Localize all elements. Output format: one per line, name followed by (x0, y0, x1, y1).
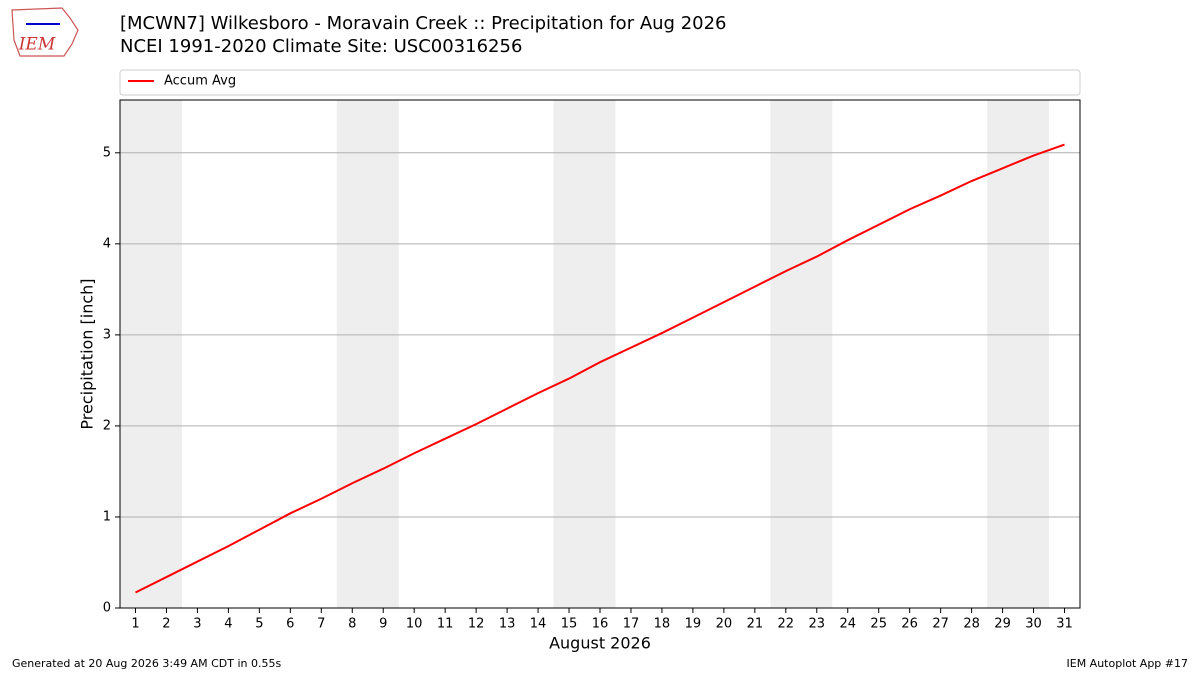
x-tick-label: 22 (778, 617, 795, 632)
chart-subtitle: NCEI 1991-2020 Climate Site: USC00316256 (120, 36, 522, 57)
x-tick-label: 15 (561, 617, 578, 632)
legend-label: Accum Avg (164, 74, 236, 89)
x-tick-label: 31 (1056, 617, 1073, 632)
footer-left: Generated at 20 Aug 2026 3:49 AM CDT in … (12, 657, 281, 670)
legend-box (119, 69, 1081, 96)
x-tick-label: 29 (994, 617, 1011, 632)
x-tick-label: 17 (623, 617, 640, 632)
y-tick-label: 1 (103, 509, 111, 524)
x-tick-label: 6 (286, 617, 294, 632)
y-tick-label: 3 (103, 327, 111, 342)
x-tick-label: 7 (317, 617, 325, 632)
y-tick-label: 5 (103, 145, 111, 160)
x-tick-label: 25 (870, 617, 887, 632)
shaded-range (987, 100, 1050, 608)
shaded-range (336, 100, 399, 608)
x-tick-label: 9 (379, 617, 387, 632)
logo-outline (11, 7, 79, 57)
shaded-range (120, 100, 182, 608)
x-tick-label: 1 (131, 617, 139, 632)
y-tick-label: 4 (103, 236, 111, 251)
logo-text: IEM (18, 35, 56, 55)
x-tick-label: 13 (499, 617, 516, 632)
x-tick-label: 10 (406, 617, 423, 632)
x-tick-label: 16 (592, 617, 609, 632)
x-tick-label: 8 (348, 617, 356, 632)
x-axis-label: August 2026 (549, 634, 651, 653)
y-axis-label: Precipitation [inch] (78, 278, 97, 429)
x-tick-label: 20 (716, 617, 733, 632)
x-tick-label: 24 (839, 617, 856, 632)
x-tick-label: 11 (437, 617, 454, 632)
shaded-range (553, 100, 616, 608)
shaded-range (770, 100, 833, 608)
x-tick-label: 12 (468, 617, 485, 632)
x-tick-label: 14 (530, 617, 547, 632)
x-tick-label: 18 (654, 617, 671, 632)
y-tick-label: 0 (103, 601, 111, 616)
plot-frame (119, 99, 1081, 609)
x-tick-label: 28 (963, 617, 980, 632)
x-tick-label: 3 (193, 617, 201, 632)
x-tick-label: 4 (224, 617, 232, 632)
x-tick-label: 5 (255, 617, 263, 632)
x-tick-label: 23 (809, 617, 826, 632)
logo: IEM (11, 7, 79, 57)
chart-title: [MCWN7] Wilkesboro - Moravain Creek :: P… (120, 13, 727, 34)
x-tick-label: 19 (685, 617, 702, 632)
data-line (135, 143, 1065, 594)
x-tick-label: 2 (162, 617, 170, 632)
x-tick-label: 26 (901, 617, 918, 632)
x-tick-label: 27 (932, 617, 949, 632)
footer-right: IEM Autoplot App #17 (1067, 657, 1189, 670)
x-tick-label: 30 (1025, 617, 1042, 632)
x-tick-label: 21 (747, 617, 764, 632)
y-tick-label: 2 (103, 418, 111, 433)
